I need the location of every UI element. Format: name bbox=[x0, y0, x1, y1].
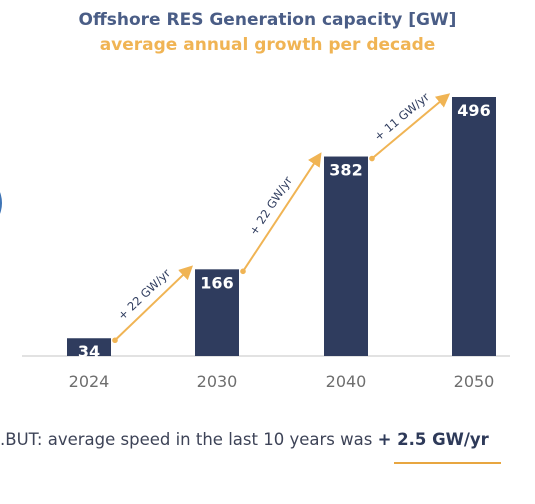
chart-title: Offshore RES Generation capacity [GW] bbox=[78, 10, 457, 30]
x-tick-label: 2024 bbox=[69, 372, 110, 391]
growth-arrow bbox=[114, 265, 194, 341]
bar-2050 bbox=[452, 97, 496, 356]
growth-label: + 22 GW/yr bbox=[115, 266, 173, 323]
bar-value-label: 166 bbox=[200, 273, 233, 292]
growth-arrow bbox=[242, 152, 322, 272]
chart-subtitle: average annual growth per decade bbox=[99, 35, 436, 55]
bar-value-label: 496 bbox=[457, 101, 490, 120]
footer-highlight: + 2.5 GW/yr bbox=[377, 430, 489, 449]
x-tick-label: 2040 bbox=[326, 372, 367, 391]
highlight-underline bbox=[394, 462, 501, 464]
growth-arrow bbox=[371, 93, 451, 160]
bar-2024 bbox=[67, 338, 111, 356]
x-tick-label: 2030 bbox=[197, 372, 238, 391]
footer-text: .BUT: average speed in the last 10 years… bbox=[0, 430, 373, 449]
bar-value-label: 382 bbox=[329, 161, 362, 180]
footer-note: .BUT: average speed in the last 10 years… bbox=[0, 430, 489, 449]
bar-2030 bbox=[195, 269, 239, 356]
bar-2040 bbox=[324, 156, 368, 356]
x-tick-label: 2050 bbox=[454, 372, 495, 391]
bar-value-label: 34 bbox=[78, 342, 100, 361]
